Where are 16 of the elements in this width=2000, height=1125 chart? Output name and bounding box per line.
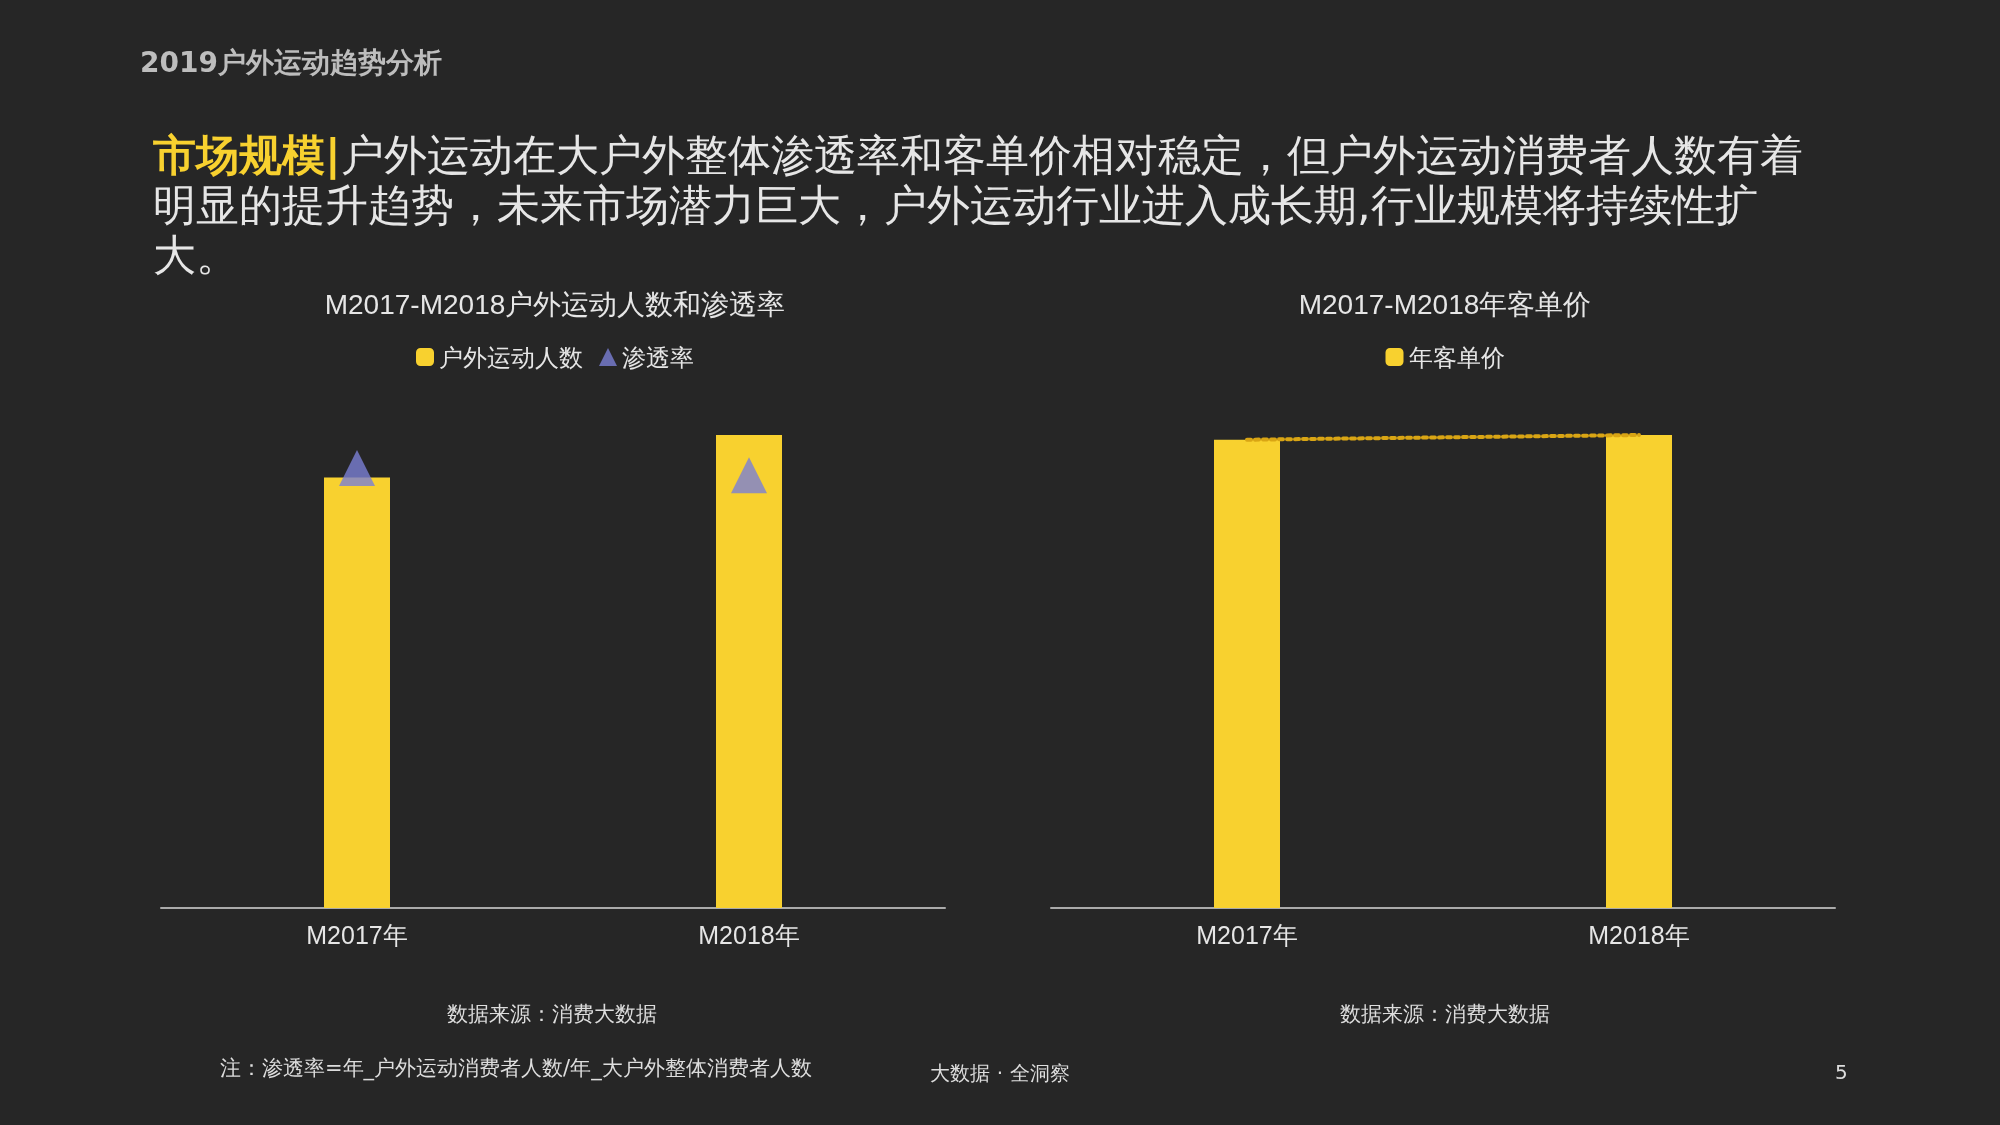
legend-label: 年客单价 bbox=[1408, 343, 1505, 371]
legend-label: 渗透率 bbox=[622, 343, 694, 371]
x-tick-label: M2018年 bbox=[1588, 920, 1690, 949]
text: 大数据 · 全洞察 bbox=[930, 1060, 1070, 1087]
text: 市场规模| bbox=[153, 130, 341, 180]
x-tick-label: M2017年 bbox=[306, 920, 408, 949]
text: 注：渗透率=年_户外运动消费者人数/年_大户外整体消费者人数 bbox=[220, 1055, 812, 1082]
x-tick-label: M2018年 bbox=[698, 920, 800, 949]
legend-label: 户外运动人数 bbox=[439, 343, 583, 371]
chart-title: M2017-M2018年客单价 bbox=[1298, 288, 1592, 320]
chart-title: M2017-M2018户外运动人数和渗透率 bbox=[324, 288, 786, 320]
x-tick-label: M2017年 bbox=[1196, 920, 1298, 949]
source-note: 数据来源：消费大数据 bbox=[1340, 1001, 1550, 1028]
text: 2019户外运动趋势分析 bbox=[140, 45, 442, 81]
text: 5 bbox=[1835, 1060, 1848, 1084]
source-note: 数据来源：消费大数据 bbox=[447, 1001, 657, 1028]
